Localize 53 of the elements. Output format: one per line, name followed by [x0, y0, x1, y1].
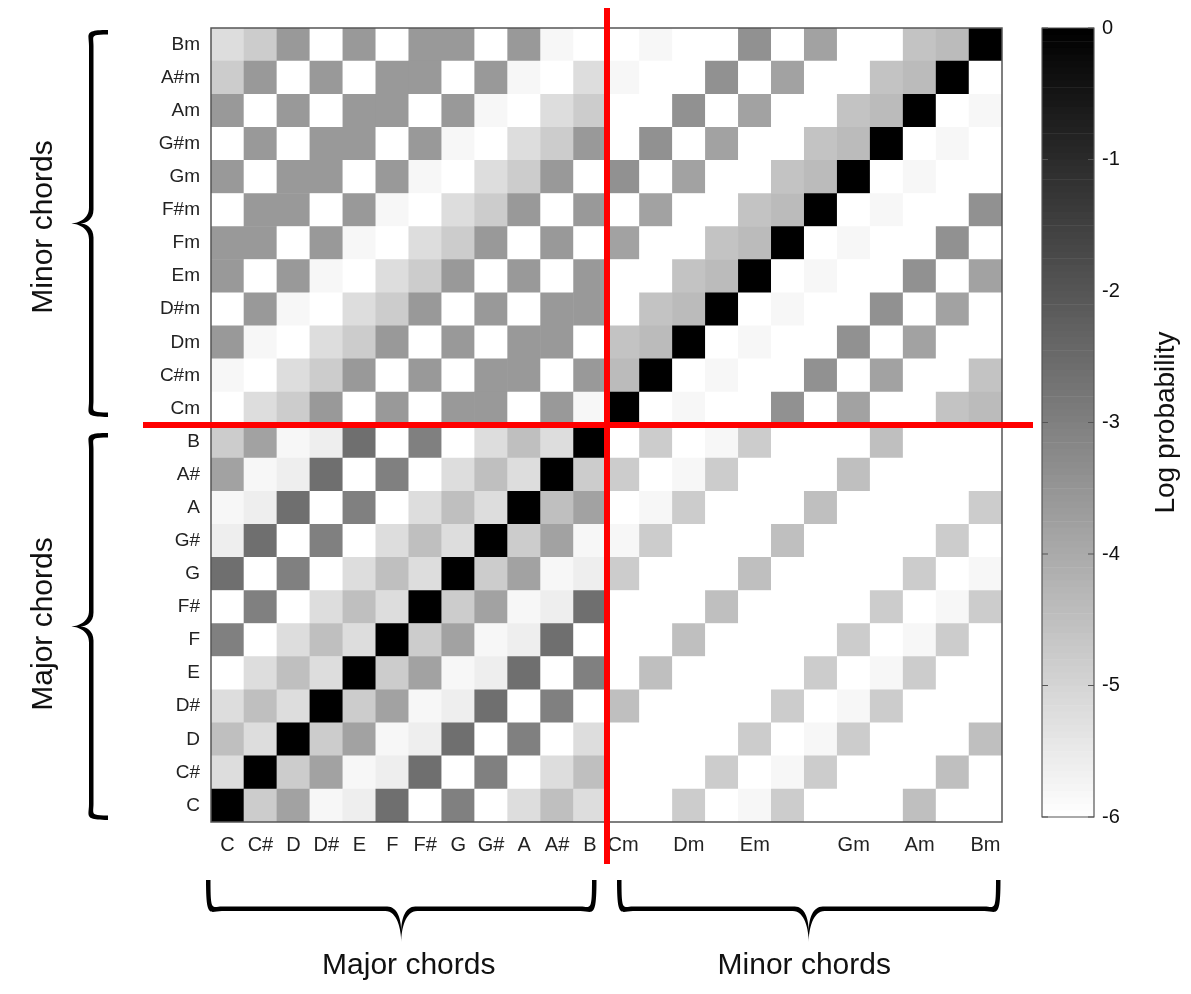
y-tick-label: C#m [159, 363, 200, 385]
color-bar-label: 0 [1102, 15, 1114, 38]
x-tick-label: Bm [970, 832, 1001, 855]
text: Major chords [25, 536, 59, 711]
y-tick-label: E [187, 661, 200, 683]
y-tick-label: A# [176, 462, 201, 484]
y-tick-label: A#m [160, 65, 200, 87]
x-tick-label: Dm [673, 832, 705, 855]
y-tick-label: Bm [171, 32, 200, 54]
x-tick-label: G# [477, 832, 506, 855]
color-bar-title: Log probability [1148, 331, 1180, 514]
y-tick-label: C# [175, 760, 201, 782]
text: Minor chords [25, 139, 59, 314]
y-tick-label: C [186, 793, 200, 815]
y-tick-label: G [185, 562, 200, 584]
x-tick-label: F [386, 832, 399, 855]
y-tick-label: B [187, 429, 200, 451]
text: Minor chords [717, 947, 891, 981]
y-tick-label: Dm [170, 330, 200, 352]
color-bar-label: -4 [1102, 541, 1120, 564]
color-bar-label: -5 [1102, 673, 1120, 696]
x-tick-label: D [286, 832, 301, 855]
y-tick-label: A [187, 495, 201, 517]
y-tick-label: D#m [159, 297, 200, 319]
y-tick-label: Cm [170, 396, 200, 418]
y-tick-label: G#m [158, 132, 200, 154]
x-tick-label: A [517, 832, 532, 855]
y-tick-label: Fm [172, 231, 200, 253]
x-tick-label: Am [904, 832, 935, 855]
y-tick-label: G# [174, 529, 201, 551]
y-tick-label: D# [175, 694, 201, 716]
x-tick-label: E [352, 832, 366, 855]
text: Major chords [322, 947, 496, 981]
y-tick-label: D [186, 727, 200, 749]
y-tick-label: Em [171, 264, 200, 286]
color-bar-label: -3 [1102, 410, 1120, 433]
x-tick-label: C# [247, 832, 275, 855]
color-bar-label: -1 [1102, 147, 1120, 170]
x-tick-label: Em [739, 832, 770, 855]
y-tick-label: Gm [169, 165, 200, 187]
y-tick-label: Am [171, 98, 200, 120]
y-tick-label: F [188, 628, 200, 650]
x-tick-label: Gm [837, 832, 870, 855]
y-tick-label: F#m [162, 198, 200, 220]
color-bar-label: -2 [1102, 278, 1120, 301]
x-tick-label: A# [544, 832, 571, 855]
y-tick-label: F# [177, 595, 201, 617]
x-tick-label: D# [313, 832, 341, 855]
x-tick-label: G [450, 832, 466, 855]
x-tick-label: B [583, 832, 597, 855]
x-tick-label: C [220, 832, 235, 855]
x-tick-label: F# [413, 832, 438, 855]
color-bar-label: -6 [1102, 804, 1120, 827]
